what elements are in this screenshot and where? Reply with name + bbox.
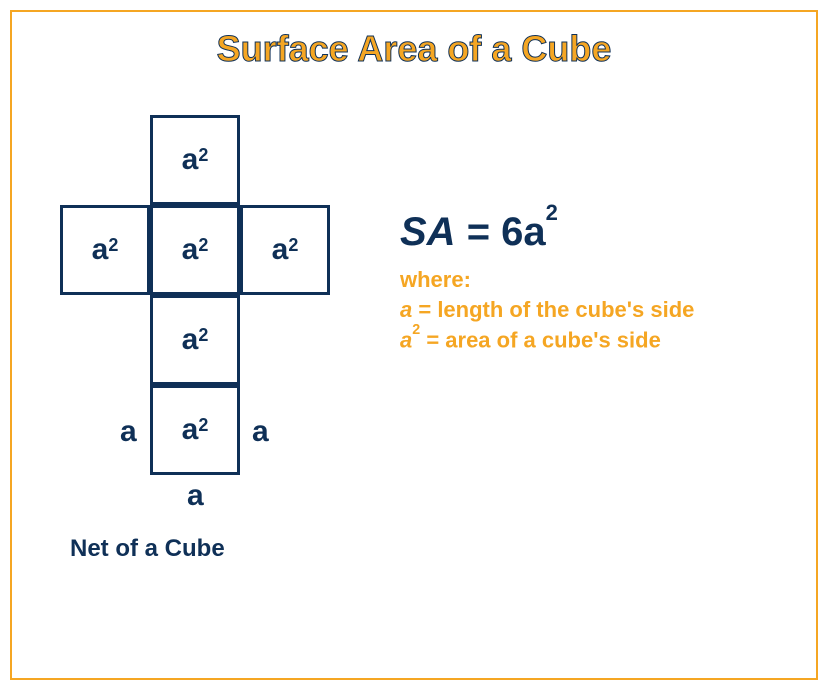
net-face: a2 bbox=[240, 205, 330, 295]
definition-line: a = length of the cube's side bbox=[400, 297, 694, 323]
net-caption: Net of a Cube bbox=[70, 535, 225, 563]
net-face: a2 bbox=[60, 205, 150, 295]
formula-block: SA = 6a2 where: a = length of the cube's… bbox=[400, 210, 694, 353]
side-length-label: a bbox=[120, 415, 137, 449]
definitions: a = length of the cube's side a2 = area o… bbox=[400, 297, 694, 353]
page-title: Surface Area of a Cube bbox=[0, 28, 828, 70]
net-face: a2 bbox=[150, 205, 240, 295]
net-face: a2 bbox=[150, 115, 240, 205]
definition-line: a2 = area of a cube's side bbox=[400, 327, 694, 353]
side-length-label: a bbox=[252, 415, 269, 449]
net-face: a2 bbox=[150, 295, 240, 385]
where-label: where: bbox=[400, 267, 694, 293]
surface-area-formula: SA = 6a2 bbox=[400, 210, 694, 255]
net-face: a2 bbox=[150, 385, 240, 475]
formula-sa: SA bbox=[400, 210, 456, 254]
cube-net: a2a2a2a2a2a2aaaNet of a Cube bbox=[60, 115, 330, 575]
side-length-label: a bbox=[187, 479, 204, 513]
formula-eq: = 6a bbox=[456, 210, 546, 254]
formula-sup: 2 bbox=[546, 200, 558, 225]
